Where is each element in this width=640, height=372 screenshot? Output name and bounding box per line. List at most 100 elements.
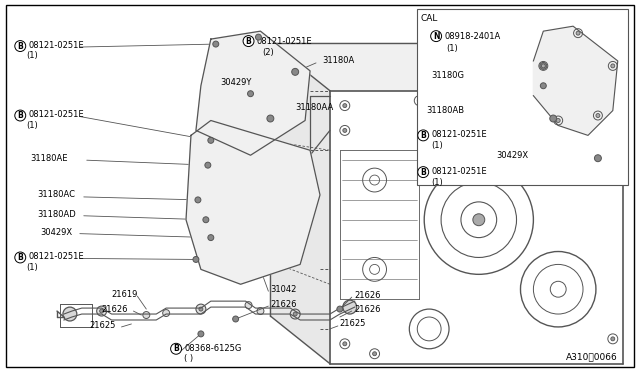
Circle shape xyxy=(595,155,602,162)
Text: 30429X: 30429X xyxy=(40,228,72,237)
Circle shape xyxy=(97,306,107,316)
Circle shape xyxy=(209,138,213,142)
Circle shape xyxy=(253,35,257,39)
Circle shape xyxy=(288,257,292,262)
Polygon shape xyxy=(186,121,320,284)
Circle shape xyxy=(292,68,299,76)
Circle shape xyxy=(343,128,347,132)
Text: 08918-2401A: 08918-2401A xyxy=(444,32,500,41)
Circle shape xyxy=(343,104,347,108)
Text: 31180AE: 31180AE xyxy=(30,154,68,163)
Polygon shape xyxy=(270,43,330,364)
Text: B: B xyxy=(420,168,426,177)
Circle shape xyxy=(243,36,254,46)
Text: A310⁦0066: A310⁦0066 xyxy=(566,352,618,361)
Circle shape xyxy=(337,306,343,312)
Circle shape xyxy=(199,307,203,311)
Text: 31180AD: 31180AD xyxy=(37,210,76,219)
Circle shape xyxy=(100,309,104,313)
Text: (1): (1) xyxy=(446,44,458,52)
Circle shape xyxy=(163,310,170,317)
Text: 08121-0251E: 08121-0251E xyxy=(431,167,487,176)
Circle shape xyxy=(611,337,615,341)
Circle shape xyxy=(198,331,204,337)
Circle shape xyxy=(63,307,77,321)
Polygon shape xyxy=(533,26,618,135)
Text: 21625: 21625 xyxy=(90,321,116,330)
Circle shape xyxy=(308,208,312,212)
Text: 31180AB: 31180AB xyxy=(426,106,465,115)
Text: 21626: 21626 xyxy=(355,305,381,314)
Text: B: B xyxy=(17,253,23,262)
Text: 30429X: 30429X xyxy=(497,151,529,160)
Text: 31180A: 31180A xyxy=(322,57,354,65)
Text: CAL: CAL xyxy=(420,14,438,23)
Text: 30429Y: 30429Y xyxy=(221,78,252,87)
Text: B: B xyxy=(246,36,252,46)
Text: 21626: 21626 xyxy=(355,291,381,300)
Circle shape xyxy=(214,89,218,93)
Circle shape xyxy=(596,113,600,118)
Circle shape xyxy=(343,300,356,314)
Circle shape xyxy=(193,256,199,262)
Text: (1): (1) xyxy=(26,121,38,130)
Circle shape xyxy=(556,119,560,122)
Text: (2): (2) xyxy=(262,48,274,57)
Polygon shape xyxy=(270,43,623,91)
Circle shape xyxy=(245,302,252,309)
Text: (1): (1) xyxy=(26,263,38,272)
Text: 31180G: 31180G xyxy=(431,71,464,80)
Circle shape xyxy=(257,308,264,315)
Circle shape xyxy=(248,91,253,97)
Circle shape xyxy=(343,342,347,346)
Circle shape xyxy=(298,74,302,78)
Text: 31042: 31042 xyxy=(270,285,297,294)
Text: N: N xyxy=(433,32,440,41)
Circle shape xyxy=(541,64,545,68)
Circle shape xyxy=(473,214,484,226)
Circle shape xyxy=(233,316,239,322)
Circle shape xyxy=(418,167,429,177)
Circle shape xyxy=(213,41,219,47)
Circle shape xyxy=(418,130,429,141)
Circle shape xyxy=(293,312,297,316)
Text: (1): (1) xyxy=(431,141,443,150)
Circle shape xyxy=(576,31,580,35)
Circle shape xyxy=(259,119,262,122)
Text: B: B xyxy=(173,344,179,353)
Text: B: B xyxy=(420,131,426,140)
Circle shape xyxy=(208,235,214,241)
Text: 21619: 21619 xyxy=(111,290,138,299)
Circle shape xyxy=(417,99,421,103)
Circle shape xyxy=(143,312,150,318)
Circle shape xyxy=(611,104,615,108)
Text: ( ): ( ) xyxy=(184,354,193,363)
Text: 08121-0251E: 08121-0251E xyxy=(431,130,487,139)
Text: 21626: 21626 xyxy=(270,299,297,309)
Circle shape xyxy=(209,253,213,256)
Text: 08121-0251E: 08121-0251E xyxy=(257,36,312,46)
Circle shape xyxy=(214,42,218,46)
Circle shape xyxy=(15,252,26,263)
Text: 21626: 21626 xyxy=(102,305,128,314)
Circle shape xyxy=(203,217,209,223)
Circle shape xyxy=(536,99,540,103)
Text: B: B xyxy=(17,42,23,51)
Circle shape xyxy=(540,62,547,69)
Text: B: B xyxy=(17,111,23,120)
Circle shape xyxy=(298,158,302,162)
Circle shape xyxy=(15,41,26,51)
Circle shape xyxy=(15,110,26,121)
Text: (1): (1) xyxy=(431,177,443,186)
Circle shape xyxy=(194,198,198,202)
Circle shape xyxy=(611,64,615,68)
Text: 31180AC: 31180AC xyxy=(37,190,75,199)
Circle shape xyxy=(171,343,182,354)
Circle shape xyxy=(195,197,201,203)
Bar xyxy=(417,9,628,185)
Circle shape xyxy=(267,115,274,122)
Circle shape xyxy=(208,137,214,143)
Text: 31180AA: 31180AA xyxy=(295,103,333,112)
Circle shape xyxy=(290,309,300,319)
Text: (1): (1) xyxy=(26,51,38,61)
